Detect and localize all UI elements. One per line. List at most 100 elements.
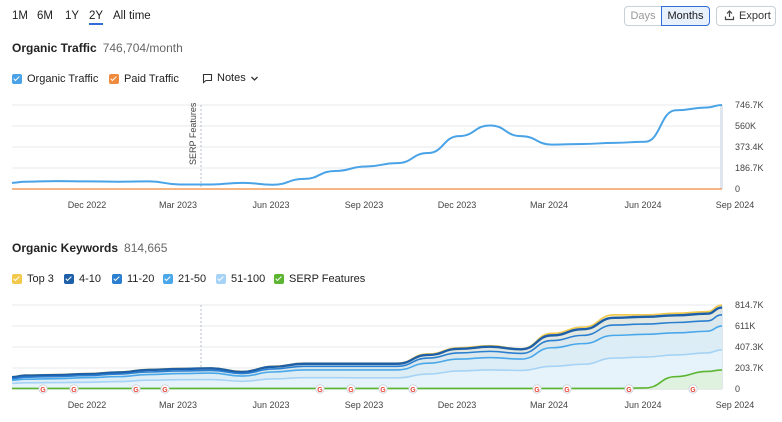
google-icon-glyph: G [348, 387, 354, 394]
y-tick-label: 0 [735, 184, 740, 194]
legend-organic-traffic[interactable]: Organic Traffic [12, 73, 98, 85]
x-tick-label: Jun 2023 [252, 400, 289, 410]
keywords-title: Organic Keywords 814,665 [12, 241, 167, 255]
checkbox-icon [216, 274, 226, 284]
export-icon [724, 10, 735, 21]
x-tick-label: Mar 2024 [530, 200, 568, 210]
range-1y[interactable]: 1Y [65, 10, 80, 22]
google-update-icon[interactable]: G [315, 384, 325, 394]
legend-label: SERP Features [289, 273, 366, 285]
range-6m[interactable]: 6M [37, 10, 53, 22]
google-icon-glyph: G [71, 387, 77, 394]
y-tick-label: 560K [735, 121, 756, 131]
y-tick-label: 611K [735, 321, 755, 331]
google-icon-bg [315, 384, 325, 394]
legend-serp-features[interactable]: SERP Features [274, 273, 365, 285]
x-tick-label: Mar 2024 [530, 400, 568, 410]
organic-traffic-line [11, 103, 723, 186]
current-period-band [720, 105, 723, 189]
google-update-icon[interactable]: G [38, 384, 48, 394]
area-51-100 [12, 349, 722, 389]
line-51-100 [11, 349, 723, 385]
organic-traffic-chart: 746.7K 560K 373.4K 186.7K 0 Dec 2022 Mar 2023 J… [11, 100, 764, 210]
legend-label: 11-20 [127, 273, 155, 285]
line-21-50 [11, 325, 723, 382]
google-icon-glyph: G [564, 387, 570, 394]
google-icon-bg [408, 384, 418, 394]
serp-annotation-label: SERP Features [188, 102, 198, 165]
keywords-value: 814,665 [124, 241, 168, 255]
x-tick-label: Jun 2024 [624, 400, 661, 410]
google-update-icon[interactable]: G [624, 384, 634, 394]
google-icon-bg [378, 384, 388, 394]
google-update-icon[interactable]: G [69, 384, 79, 394]
x-tick-label: Jun 2024 [624, 200, 661, 210]
export-button[interactable]: Export [716, 6, 776, 26]
google-icon-bg [624, 384, 634, 394]
x-tick-label: Sep 2024 [716, 200, 755, 210]
export-label: Export [739, 10, 771, 22]
google-icon-glyph: G [162, 387, 168, 394]
google-icon-bg [38, 384, 48, 394]
legend-label: Organic Traffic [27, 73, 99, 85]
google-icon-glyph: G [626, 387, 632, 394]
google-icon-bg [688, 384, 698, 394]
legend-label: 21-50 [178, 273, 207, 285]
notes-button[interactable]: Notes [202, 72, 259, 84]
chevron-down-icon [250, 76, 258, 81]
range-all-time[interactable]: All time [113, 10, 151, 22]
x-tick-label: Dec 2022 [68, 200, 107, 210]
google-update-icon[interactable]: G [378, 384, 388, 394]
google-update-icon[interactable]: G [532, 384, 542, 394]
y-tick-label: 186.7K [735, 163, 764, 173]
google-icon-glyph: G [534, 387, 540, 394]
months-toggle[interactable]: Months [661, 6, 710, 26]
checkbox-icon [163, 274, 173, 284]
google-update-icon[interactable]: G [408, 384, 418, 394]
x-tick-label: Dec 2023 [438, 400, 477, 410]
google-icon-glyph: G [317, 387, 323, 394]
days-toggle[interactable]: Days [624, 6, 662, 26]
line-serp-features [11, 369, 723, 390]
google-icon-glyph: G [410, 387, 416, 394]
google-icon-glyph: G [40, 387, 46, 394]
google-icon-bg [346, 384, 356, 394]
legend-label: 51-100 [231, 273, 266, 285]
google-update-icon[interactable]: G [131, 384, 141, 394]
legend-4-10[interactable]: 4-10 [64, 273, 101, 285]
keywords-title-text: Organic Keywords [12, 241, 119, 255]
organic-keywords-chart: 814.7K 611K 407.3K 203.7K 0 Dec 2022 Mar 2023 J… [11, 300, 764, 410]
google-icon-bg [69, 384, 79, 394]
note-icon [202, 73, 213, 84]
legend-label: Top 3 [27, 273, 54, 285]
legend-21-50[interactable]: 21-50 [163, 273, 206, 285]
google-update-icon[interactable]: G [160, 384, 170, 394]
google-update-icon[interactable]: G [346, 384, 356, 394]
legend-51-100[interactable]: 51-100 [216, 273, 265, 285]
checkbox-icon [274, 274, 284, 284]
legend-paid-traffic[interactable]: Paid Traffic [109, 73, 179, 85]
google-update-icon[interactable]: G [562, 384, 572, 394]
google-icon-bg [160, 384, 170, 394]
legend-11-20[interactable]: 11-20 [112, 273, 154, 285]
y-tick-label: 0 [735, 384, 740, 394]
line-4-10 [11, 306, 723, 379]
legend-top3[interactable]: Top 3 [12, 273, 54, 285]
x-tick-label: Sep 2023 [345, 200, 384, 210]
checkbox-icon [12, 74, 22, 84]
google-update-icon[interactable]: G [688, 384, 698, 394]
range-1m[interactable]: 1M [12, 10, 28, 22]
x-tick-label: Mar 2023 [159, 200, 197, 210]
google-icon-glyph: G [380, 387, 386, 394]
checkbox-icon [109, 74, 119, 84]
x-tick-label: Dec 2022 [68, 400, 107, 410]
y-tick-label: 373.4K [735, 142, 764, 152]
google-icon-glyph: G [133, 387, 139, 394]
traffic-value: 746,704/month [102, 41, 183, 55]
range-2y[interactable]: 2Y [89, 10, 104, 25]
checkbox-icon [112, 274, 122, 284]
google-icon-bg [562, 384, 572, 394]
x-tick-label: Sep 2023 [345, 400, 384, 410]
x-tick-label: Dec 2023 [438, 200, 477, 210]
legend-label: Paid Traffic [124, 73, 179, 85]
